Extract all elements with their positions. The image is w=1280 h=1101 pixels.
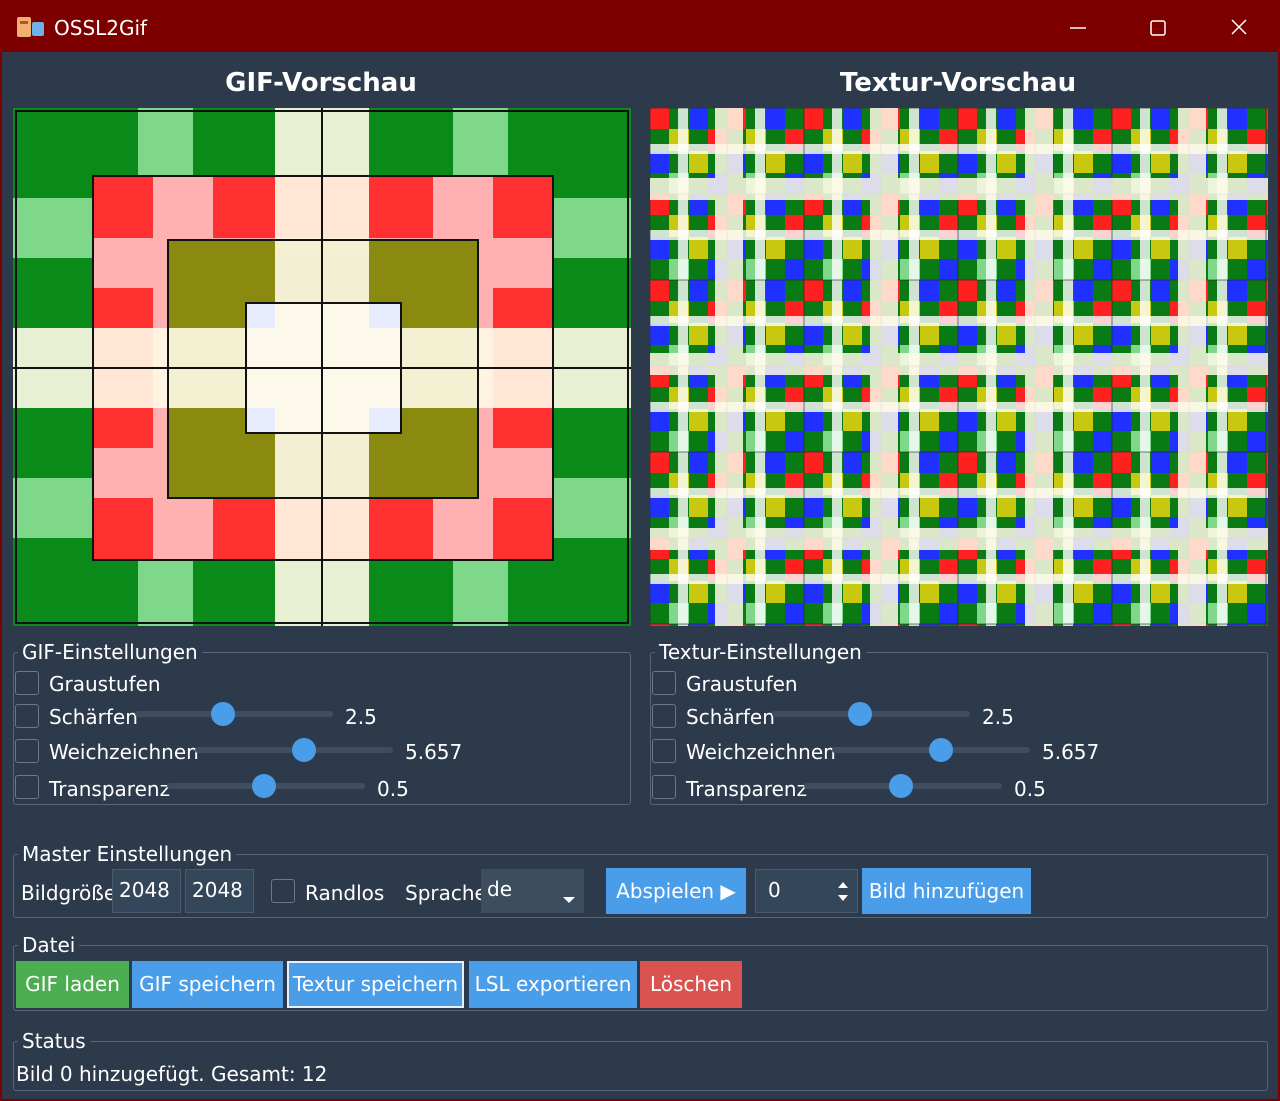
- checkbox-label: Graustufen: [686, 672, 798, 696]
- gif-settings-group: [13, 652, 631, 805]
- save-gif-button[interactable]: GIF speichern: [132, 961, 283, 1008]
- save-texture-button[interactable]: Textur speichern: [287, 961, 464, 1008]
- play-button[interactable]: Abspielen ▶: [606, 868, 746, 914]
- checkbox-label: Transparenz: [49, 777, 171, 801]
- checkbox[interactable]: [15, 671, 39, 695]
- slider-value: 0.5: [377, 777, 409, 801]
- group-title: Datei: [18, 933, 80, 957]
- checkbox-label: Schärfen: [686, 705, 775, 729]
- gif-preview-title: GIF-Vorschau: [225, 68, 417, 98]
- status-text: Bild 0 hinzugefügt. Gesamt: 12: [16, 1062, 328, 1086]
- group-title: GIF-Einstellungen: [18, 640, 202, 664]
- slider-value: 5.657: [1042, 740, 1100, 764]
- slider-thumb[interactable]: [292, 738, 316, 762]
- load-gif-button[interactable]: GIF laden: [16, 961, 129, 1008]
- delete-button[interactable]: Löschen: [640, 961, 742, 1008]
- app-icon: [17, 17, 44, 37]
- window-title: OSSL2Gif: [54, 16, 148, 40]
- status-group: [13, 1041, 1268, 1091]
- slider-thumb[interactable]: [848, 702, 872, 726]
- frame-spinbox[interactable]: 0: [755, 869, 858, 913]
- checkbox[interactable]: [652, 671, 676, 695]
- slider-thumb[interactable]: [889, 774, 913, 798]
- group-title: Textur-Einstellungen: [655, 640, 866, 664]
- size-label: Bildgröße: [21, 881, 117, 905]
- checkbox-label: Weichzeichnen: [686, 740, 836, 764]
- checkbox-label: Randlos: [305, 881, 385, 905]
- texture-settings-group: [650, 652, 1268, 805]
- master-settings-group: [13, 854, 1268, 918]
- height-input[interactable]: 2048: [185, 869, 254, 913]
- slider-thumb[interactable]: [252, 774, 276, 798]
- checkbox-label: Graustufen: [49, 672, 161, 696]
- add-frame-button[interactable]: Bild hinzufügen: [862, 868, 1031, 914]
- group-title: Status: [18, 1029, 90, 1053]
- checkbox[interactable]: [652, 704, 676, 728]
- export-lsl-button[interactable]: LSL exportieren: [469, 961, 637, 1008]
- spin-arrows[interactable]: [836, 879, 850, 905]
- window-controls[interactable]: [1058, 14, 1268, 42]
- checkbox-label: Weichzeichnen: [49, 740, 199, 764]
- language-label: Sprache: [405, 881, 487, 905]
- width-input[interactable]: 2048: [112, 869, 181, 913]
- slider-thumb[interactable]: [929, 738, 953, 762]
- slider-value: 0.5: [1014, 777, 1046, 801]
- slider-value: 5.657: [405, 740, 463, 764]
- title-bar: OSSL2Gif: [2, 2, 1278, 52]
- checkbox-label: Schärfen: [49, 705, 138, 729]
- slider-value: 2.5: [982, 705, 1014, 729]
- checkbox[interactable]: [652, 775, 676, 799]
- group-title: Master Einstellungen: [18, 842, 237, 866]
- checkbox[interactable]: [15, 739, 39, 763]
- slider-value: 2.5: [345, 705, 377, 729]
- language-combo[interactable]: de: [481, 869, 584, 913]
- combo-arrow: [563, 897, 575, 903]
- file-group: [13, 945, 1268, 1011]
- slider-thumb[interactable]: [211, 702, 235, 726]
- gif-preview: [13, 108, 631, 626]
- checkbox[interactable]: [15, 775, 39, 799]
- checkbox-label: Transparenz: [686, 777, 808, 801]
- checkbox[interactable]: [271, 879, 295, 903]
- texture-preview-title: Textur-Vorschau: [839, 68, 1077, 98]
- checkbox[interactable]: [652, 739, 676, 763]
- texture-preview: [650, 108, 1268, 626]
- checkbox[interactable]: [15, 704, 39, 728]
